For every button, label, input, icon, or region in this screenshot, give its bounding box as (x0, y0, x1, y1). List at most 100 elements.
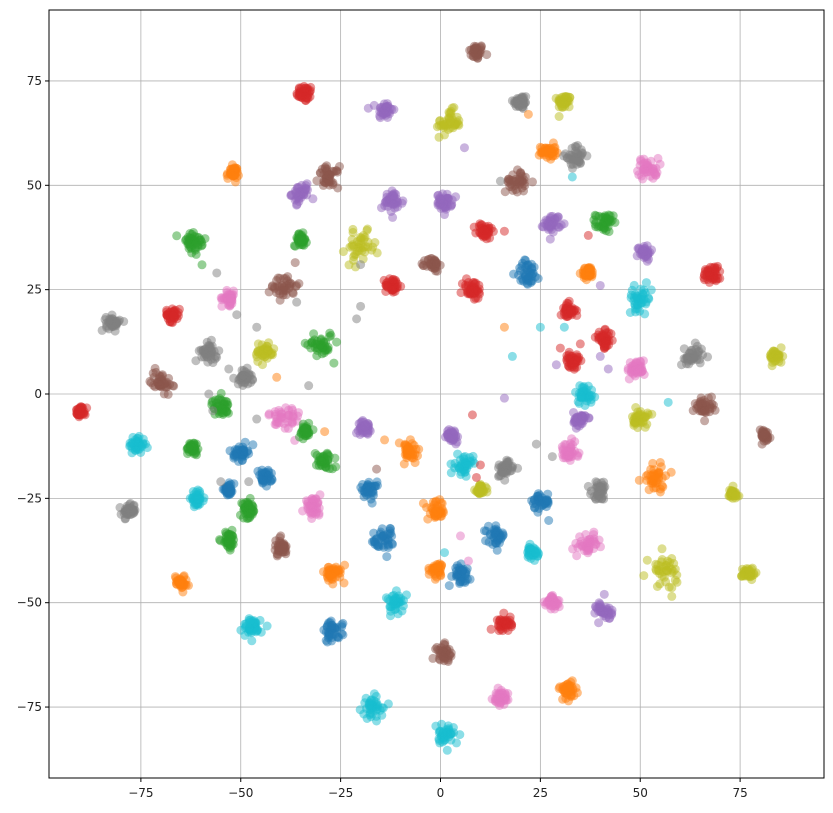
data-point (398, 601, 408, 611)
data-point (320, 162, 330, 172)
data-point (438, 729, 447, 739)
data-point (124, 506, 134, 516)
cluster-green (182, 438, 203, 460)
cluster-orange (170, 571, 193, 597)
cluster-orange (534, 138, 562, 164)
data-point (667, 568, 677, 578)
data-point (506, 466, 516, 476)
data-point (446, 459, 456, 469)
cluster-pink (298, 490, 325, 523)
data-point (446, 116, 456, 126)
data-point (545, 143, 555, 153)
y-tick-label: −25 (17, 491, 42, 505)
data-point (563, 447, 573, 457)
data-point (543, 499, 553, 508)
data-point (687, 354, 697, 364)
data-point (500, 475, 510, 485)
data-point (436, 571, 446, 581)
data-point (331, 462, 341, 472)
cluster-purple (537, 211, 569, 244)
data-point (382, 552, 392, 562)
data-point (379, 109, 389, 119)
data-point (281, 549, 291, 559)
data-point (545, 234, 555, 244)
data-point (641, 471, 651, 481)
data-point (225, 545, 235, 555)
cluster-green (589, 210, 620, 237)
data-point (383, 699, 393, 709)
data-point (594, 618, 604, 628)
y-tick-label: 0 (34, 387, 42, 401)
outlier-point (559, 322, 569, 332)
data-point (257, 465, 267, 475)
cluster-olive (338, 224, 382, 272)
cluster-cyan (571, 381, 600, 410)
outlier-point (252, 414, 262, 424)
data-point (363, 486, 373, 496)
data-point (442, 745, 452, 755)
data-point (372, 716, 381, 726)
data-point (332, 337, 342, 347)
cluster-purple (569, 408, 594, 433)
data-point (238, 371, 248, 381)
data-point (302, 179, 312, 189)
cluster-pink (633, 153, 665, 184)
data-point (372, 248, 382, 258)
x-tick-label: 50 (633, 786, 648, 800)
data-point (495, 701, 504, 710)
outlier-point (439, 210, 449, 220)
data-point (486, 624, 496, 634)
outlier-point (471, 472, 481, 482)
x-tick-label: −50 (228, 786, 253, 800)
outlier-point (304, 418, 314, 428)
outlier-point (208, 406, 218, 416)
data-point (516, 168, 526, 178)
data-point (391, 586, 401, 596)
cluster-red (162, 304, 184, 328)
data-point (661, 471, 671, 481)
outlier-point (340, 560, 350, 570)
cluster-pink (623, 356, 649, 384)
data-point (449, 426, 459, 436)
data-point (225, 294, 235, 303)
cluster-purple (377, 186, 408, 222)
cluster-red (456, 274, 484, 304)
y-axis-ticks: −75 −50 −25 0 25 50 75 (17, 74, 49, 714)
data-point (703, 352, 713, 362)
data-point (639, 571, 649, 581)
data-point (743, 564, 753, 574)
cluster-brown (417, 254, 445, 276)
data-point (377, 203, 386, 213)
outlier-point (555, 343, 565, 353)
data-point (247, 636, 257, 646)
data-point (667, 591, 677, 601)
outlier-point (304, 381, 314, 391)
data-point (597, 493, 607, 503)
data-point (168, 311, 178, 321)
cluster-brown (465, 41, 492, 63)
data-point (439, 121, 449, 131)
data-point (438, 652, 448, 662)
data-point (455, 577, 465, 586)
cluster-olive (724, 481, 744, 503)
x-tick-label: −25 (328, 786, 353, 800)
cluster-purple (433, 189, 461, 214)
data-point (468, 285, 478, 295)
data-point (644, 254, 653, 264)
data-point (222, 488, 232, 498)
outlier-point (523, 109, 533, 119)
data-point (223, 535, 233, 545)
cluster-red (379, 274, 406, 297)
data-point (191, 491, 201, 501)
data-point (189, 449, 199, 459)
data-point (627, 285, 637, 295)
data-point (358, 243, 368, 252)
data-point (405, 435, 415, 445)
data-point (436, 498, 446, 508)
data-point (535, 490, 545, 500)
data-point (363, 224, 372, 234)
data-point (574, 448, 584, 458)
cluster-pink (557, 434, 584, 465)
data-point (654, 467, 664, 477)
data-point (388, 596, 398, 606)
